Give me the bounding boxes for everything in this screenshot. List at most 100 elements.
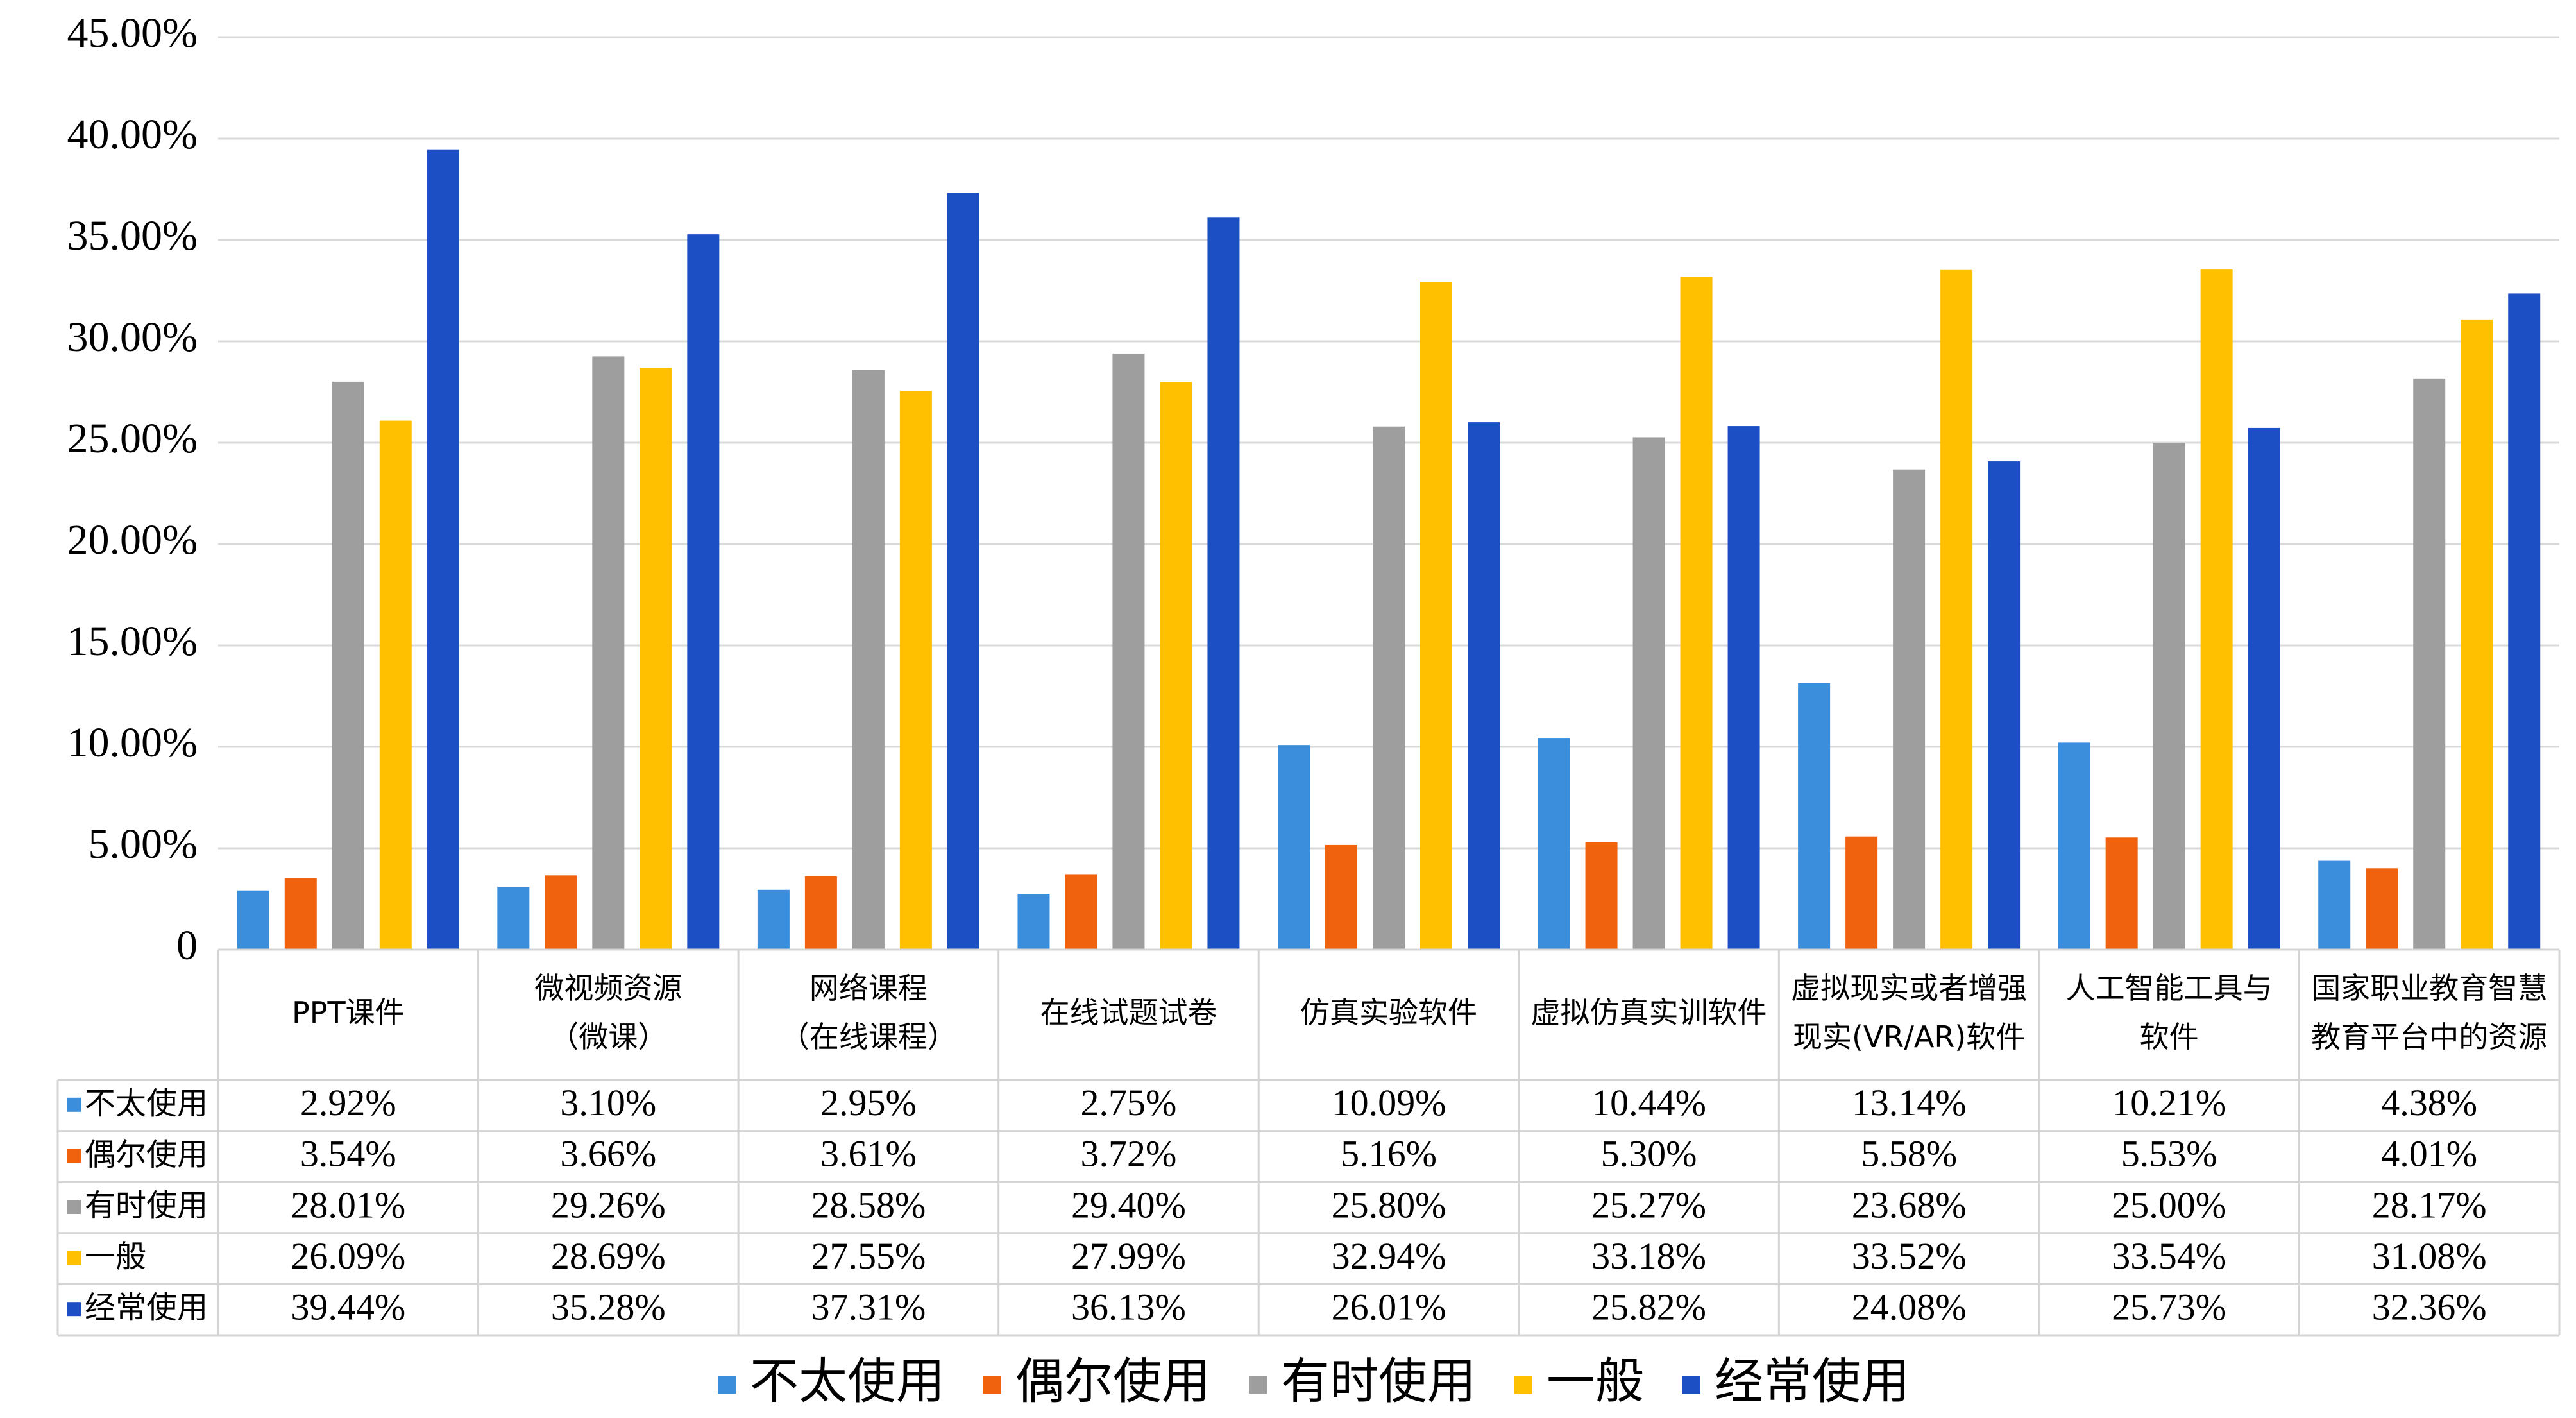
bar-4-7 [1940, 269, 1973, 950]
data-label: 25.73% [2112, 1286, 2226, 1328]
legend-key-5 [67, 1302, 81, 1317]
bar-2-7 [1845, 836, 1878, 950]
table-rows: 不太使用 2.92% 3.10% 2.95% 2.75% 10.09% 10.44% 13.1… [67, 1082, 2487, 1328]
row-label: 经常使用 [85, 1290, 208, 1326]
legend-label: 一般 [1546, 1353, 1644, 1410]
bar-4-8 [2200, 269, 2233, 950]
category-label: （在线课程） [780, 1020, 957, 1054]
bar-5-8 [2248, 427, 2280, 950]
data-label: 27.99% [1071, 1235, 1186, 1277]
bar-2-5 [1325, 844, 1357, 950]
data-label: 33.54% [2112, 1235, 2226, 1277]
data-label: 3.54% [300, 1133, 396, 1175]
bar-2-3 [804, 876, 837, 950]
data-label: 5.30% [1601, 1133, 1697, 1175]
bar-1-8 [2058, 742, 2090, 950]
bar-1-7 [1798, 683, 1831, 950]
legend-key-3 [67, 1200, 81, 1214]
data-table [56, 948, 2561, 1337]
legend-key-1 [67, 1097, 81, 1112]
bar-2-9 [2366, 868, 2398, 950]
bar-3-6 [1632, 437, 1665, 950]
data-label: 25.00% [2112, 1184, 2226, 1226]
data-label: 36.13% [1071, 1286, 1186, 1328]
category-label: 软件 [2140, 1020, 2199, 1054]
data-label: 10.09% [1332, 1082, 1446, 1123]
bar-1-5 [1278, 745, 1310, 950]
data-label: 5.53% [2121, 1133, 2217, 1175]
y-tick-label: 30.00% [67, 314, 198, 361]
data-label: 3.10% [560, 1082, 656, 1123]
bar-5-4 [1207, 217, 1240, 950]
bar-4-1 [379, 420, 412, 950]
bar-5-6 [1727, 426, 1760, 950]
data-label: 37.31% [811, 1286, 926, 1328]
data-label: 28.58% [811, 1184, 926, 1226]
category-label: 虚拟仿真实训软件 [1531, 995, 1767, 1030]
bars [237, 149, 2541, 950]
data-label: 13.14% [1852, 1082, 1967, 1123]
bar-1-9 [2318, 860, 2351, 950]
legend-swatch-3 [1249, 1376, 1267, 1394]
y-tick-label: 0 [176, 922, 198, 969]
data-label: 3.72% [1081, 1133, 1177, 1175]
category-label: 微视频资源 [534, 971, 682, 1005]
y-axis-tick-labels: 0 5.00% 10.00% 15.00% 20.00% 25.00% 30.00% 35.0… [67, 10, 198, 969]
data-label: 5.58% [1861, 1133, 1957, 1175]
data-label: 2.95% [820, 1082, 917, 1123]
data-label: 29.26% [551, 1184, 666, 1226]
bar-2-2 [545, 875, 577, 950]
data-label: 4.01% [2381, 1133, 2477, 1175]
legend-label: 有时使用 [1281, 1353, 1476, 1410]
data-label: 10.21% [2112, 1082, 2226, 1123]
data-label: 26.01% [1332, 1286, 1446, 1328]
bar-2-4 [1065, 874, 1097, 950]
y-tick-label: 40.00% [67, 111, 198, 158]
legend-key-2 [67, 1149, 81, 1163]
legend-label: 不太使用 [750, 1353, 945, 1410]
category-label: 网络课程 [809, 971, 928, 1005]
data-label: 5.16% [1341, 1133, 1437, 1175]
y-tick-label: 5.00% [89, 821, 198, 867]
bar-4-2 [640, 368, 672, 950]
legend-swatch-2 [983, 1376, 1001, 1394]
legend-key-4 [67, 1251, 81, 1265]
data-label: 10.44% [1591, 1082, 1706, 1123]
bar-1-6 [1538, 738, 1570, 950]
data-label: 28.69% [551, 1235, 666, 1277]
bar-1-2 [497, 887, 530, 950]
bar-3-2 [592, 356, 625, 950]
legend-label: 经常使用 [1715, 1353, 1910, 1410]
bar-3-8 [2153, 443, 2185, 950]
data-label: 32.36% [2372, 1286, 2487, 1328]
legend-swatch-5 [1682, 1376, 1700, 1394]
bar-1-1 [237, 890, 269, 950]
row-label: 偶尔使用 [85, 1136, 208, 1172]
data-label: 25.27% [1591, 1184, 1706, 1226]
data-label: 4.38% [2381, 1082, 2477, 1123]
bar-5-9 [2508, 293, 2541, 950]
bar-1-3 [757, 889, 790, 950]
row-label: 不太使用 [85, 1086, 208, 1122]
category-label: 人工智能工具与 [2066, 971, 2273, 1005]
data-label: 24.08% [1852, 1286, 1967, 1328]
data-label: 28.01% [291, 1184, 405, 1226]
data-label: 29.40% [1071, 1184, 1186, 1226]
category-labels: PPT课件 微视频资源 （微课） 网络课程 （在线课程） 在线试题试卷 仿真实验软件 虚拟仿真… [292, 971, 2547, 1054]
data-label: 32.94% [1332, 1235, 1446, 1277]
data-label: 3.66% [560, 1133, 656, 1175]
y-tick-label: 15.00% [67, 618, 198, 665]
data-label: 2.92% [300, 1082, 396, 1123]
data-label: 27.55% [811, 1235, 926, 1277]
category-label: 仿真实验软件 [1300, 995, 1477, 1030]
bar-3-3 [852, 370, 885, 950]
category-label: PPT课件 [292, 995, 405, 1030]
data-label: 26.09% [291, 1235, 405, 1277]
data-label: 28.17% [2372, 1184, 2487, 1226]
bar-5-3 [947, 193, 979, 950]
y-tick-label: 10.00% [67, 719, 198, 766]
category-label: 教育平台中的资源 [2311, 1020, 2547, 1054]
legend: 不太使用 偶尔使用 有时使用 一般 经常使用 [718, 1353, 1910, 1410]
data-label: 31.08% [2372, 1235, 2487, 1277]
